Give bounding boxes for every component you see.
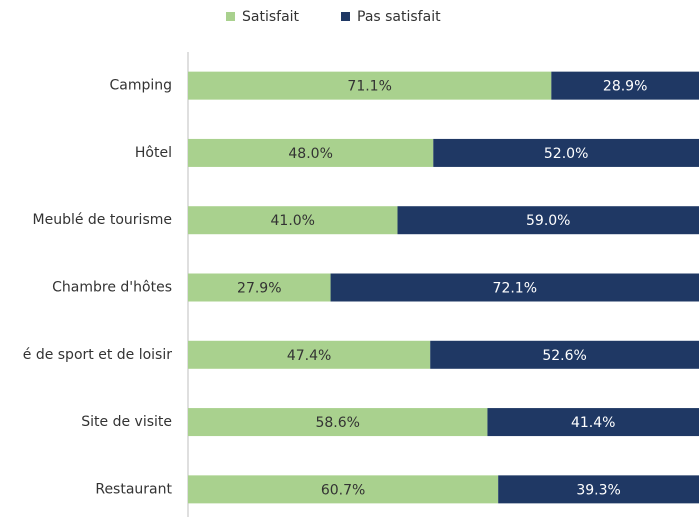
data-label: 72.1% <box>493 281 537 297</box>
data-label: 71.1% <box>347 79 391 95</box>
data-label: 27.9% <box>237 281 281 297</box>
bar-segment <box>487 408 699 437</box>
bar-segment <box>188 71 552 100</box>
legend-label: Pas satisfait <box>357 9 441 25</box>
data-label: 60.7% <box>321 482 365 498</box>
bar-segment <box>188 138 434 167</box>
y-tick-label: Meublé de tourisme <box>33 212 172 228</box>
bar-segment <box>551 71 699 100</box>
data-label: 28.9% <box>603 79 647 95</box>
y-tick-label: Chambre d'hôtes <box>52 280 172 296</box>
bar-segment <box>330 273 699 302</box>
data-label: 41.4% <box>571 415 615 431</box>
data-label: 41.0% <box>271 213 315 229</box>
bar-segment <box>397 206 699 235</box>
y-tick-label: Hôtel <box>135 145 172 161</box>
data-label: 58.6% <box>315 415 359 431</box>
bar-segment <box>188 475 499 504</box>
y-tick-label: é de sport et de loisir <box>23 347 172 363</box>
bar-segment <box>188 206 398 235</box>
bar-segment <box>188 408 488 437</box>
data-label: 47.4% <box>287 348 331 364</box>
bar-segment <box>188 273 331 302</box>
legend-label: Satisfait <box>242 9 300 25</box>
legend-swatch <box>341 12 350 21</box>
data-label: 39.3% <box>576 482 620 498</box>
data-label: 48.0% <box>288 146 332 162</box>
bar-segment <box>430 340 699 369</box>
bar-segment <box>433 138 699 167</box>
y-tick-label: Restaurant <box>95 481 172 497</box>
data-label: 52.6% <box>542 348 586 364</box>
bar-segment <box>188 340 431 369</box>
y-tick-label: Camping <box>109 78 172 94</box>
data-label: 59.0% <box>526 213 570 229</box>
bar-segment <box>498 475 699 504</box>
data-label: 52.0% <box>544 146 588 162</box>
legend-swatch <box>226 12 235 21</box>
y-tick-label: Site de visite <box>81 414 172 430</box>
